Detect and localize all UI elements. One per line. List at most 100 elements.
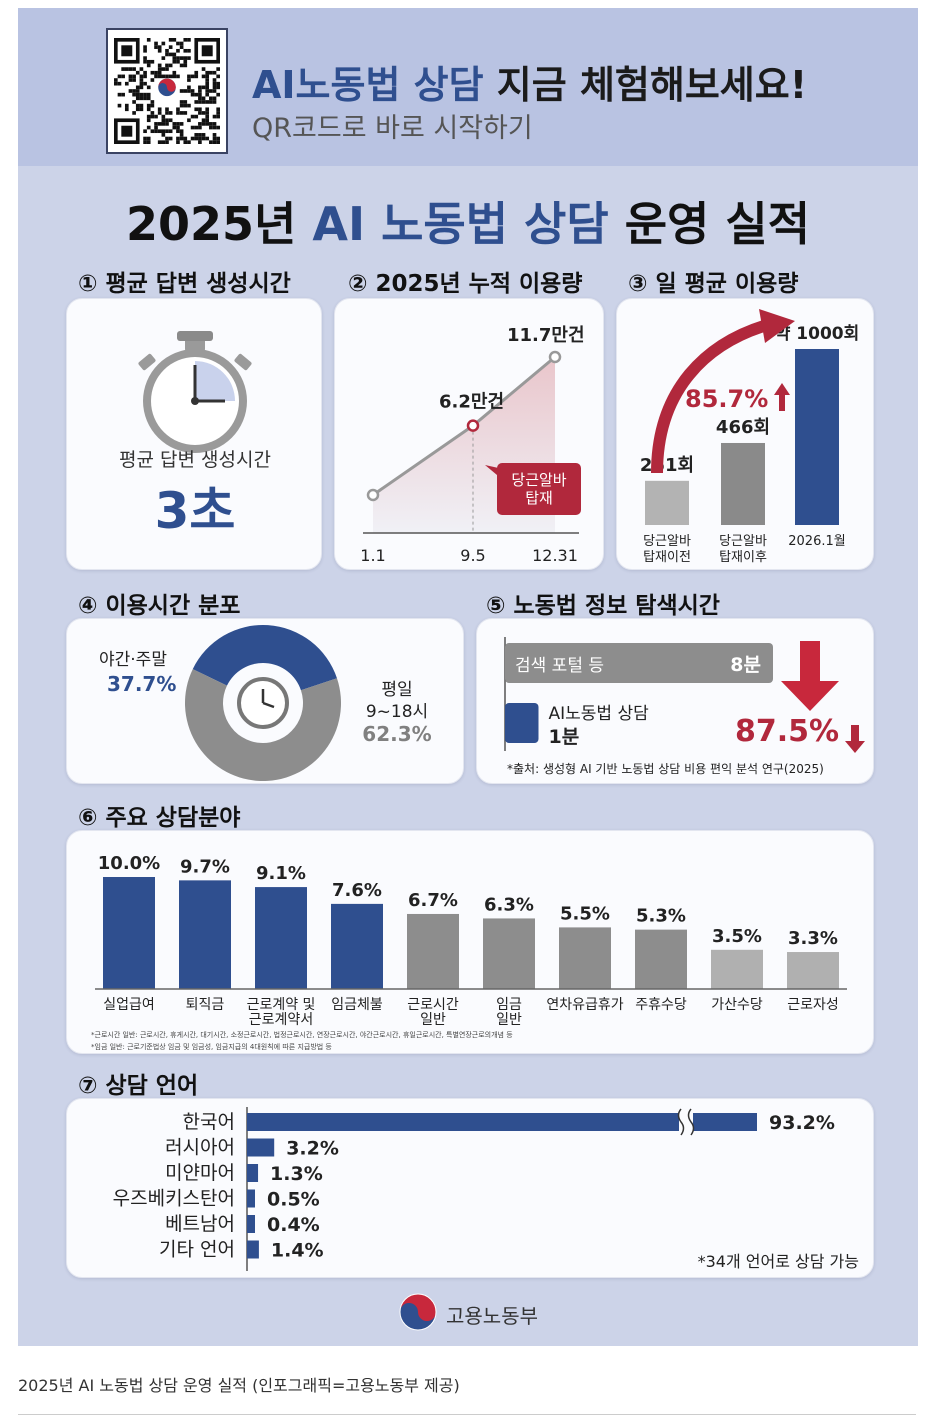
qr-module [168,63,173,68]
bar [247,1113,757,1131]
qr-module [143,96,147,101]
qr-module [194,74,199,79]
qr-module [146,38,151,42]
qr-module [135,70,140,75]
qr-module [146,118,151,123]
annotation-box [497,463,581,515]
donut-slice [185,669,341,781]
qr-module [212,89,217,93]
qr-module [216,136,220,141]
bar [247,1215,255,1233]
bar [247,1240,259,1259]
cta-subtitle: QR코드로 바로 시작하기 [252,113,533,144]
qr-module [198,136,202,141]
qr-module [201,96,206,101]
qr-module [198,92,202,97]
bar-value-label: 10.0% [98,853,160,874]
qr-module [114,78,118,82]
image-caption: 2025년 AI 노동법 상담 운영 실적 (인포그래픽=고용노동부 제공) [18,1376,460,1395]
qr-module [216,125,220,130]
section-3-title: ③ 일 평균 이용량 [628,271,799,297]
qr-module [176,122,180,126]
qr-module [205,136,210,141]
qr-module [179,122,184,126]
qr-module [157,140,162,144]
qr-module [216,81,220,86]
slice-value: 37.7% [107,672,176,696]
qr-module [209,140,213,144]
qr-module [187,74,191,79]
qr-module [194,92,199,97]
qr-module [168,38,173,42]
qr-emblem-red [158,78,176,92]
qr-module [194,70,199,75]
bar-value-label: 3.5% [712,926,762,947]
line-point [548,350,562,364]
qr-module [209,96,213,101]
qr-module [183,59,188,64]
infographic-poster: AI노동법 상담 지금 체험해보세요! QR코드로 바로 시작하기 2025년 … [18,8,918,1346]
qr-module [176,48,180,53]
qr-module [150,70,155,75]
qr-module [161,114,166,119]
bar-value-label: 1분 [549,726,580,748]
qr-module [143,81,147,86]
qr-module [212,114,217,119]
panel-consult-fields: 10.0% 실업급여 9.7% 퇴직금 9.1% 근로계약 및 근로계약서 7.6% 임금체불 6… [66,830,874,1054]
slice-label: 평일 9~18시 [366,680,428,722]
qr-module [176,140,180,144]
qr-module [216,107,220,112]
qr-module [172,52,177,57]
qr-module [179,136,184,141]
qr-module [168,136,173,141]
qr-module [198,89,202,93]
qr-module [146,103,151,108]
qr-module [205,100,210,104]
annotation-label: 당근알바 탑재 [511,471,566,507]
qr-module [165,107,169,112]
qr-module [154,41,158,46]
qr-module [212,78,217,82]
qr-module [172,56,177,60]
qr-module [132,78,136,82]
qr-module [157,129,162,134]
bar-category-label: 임금 일반 [496,997,522,1028]
qr-module [128,89,133,93]
bar-category-label: 근로자성 [787,997,839,1013]
line-point [366,488,380,502]
qr-module [161,56,166,60]
consult-fields-bar-chart: 10.0% 실업급여 9.7% 퇴직금 9.1% 근로계약 및 근로계약서 7.6% 임금체불 6… [91,853,847,1051]
title-suffix: 운영 실적 [608,197,811,251]
qr-code[interactable] [106,28,228,154]
qr-module [161,129,166,134]
bar-value-label: 1.3% [270,1163,323,1185]
bar-value-label: 8분 [730,654,761,676]
qr-module [212,100,217,104]
qr-module [135,103,140,108]
clock-hand [262,701,275,709]
qr-module [179,41,184,46]
bar-category-label: 한국어 [183,1111,235,1133]
bar [247,1189,255,1208]
qr-module [154,129,158,134]
axis-break-mark [677,1108,685,1136]
qr-module [209,100,213,104]
qr-module [139,67,144,71]
qr-module [176,41,180,46]
qr-module [183,100,188,104]
qr-module [157,107,162,112]
qr-module [176,59,180,64]
cta-title-rest: 지금 체험해보세요! [483,63,808,107]
qr-module [198,100,202,104]
qr-module [205,81,210,86]
bar-category-label: 가산수당 [711,997,763,1013]
qr-module [212,85,217,90]
page-title: 2025년 AI 노동법 상담 운영 실적 [18,188,918,254]
bar-value-label: 6.7% [408,890,458,911]
qr-module [165,111,169,115]
qr-module [150,59,155,64]
qr-module [139,78,144,82]
qr-module [216,67,220,71]
qr-module [143,70,147,75]
qr-module [190,136,195,141]
